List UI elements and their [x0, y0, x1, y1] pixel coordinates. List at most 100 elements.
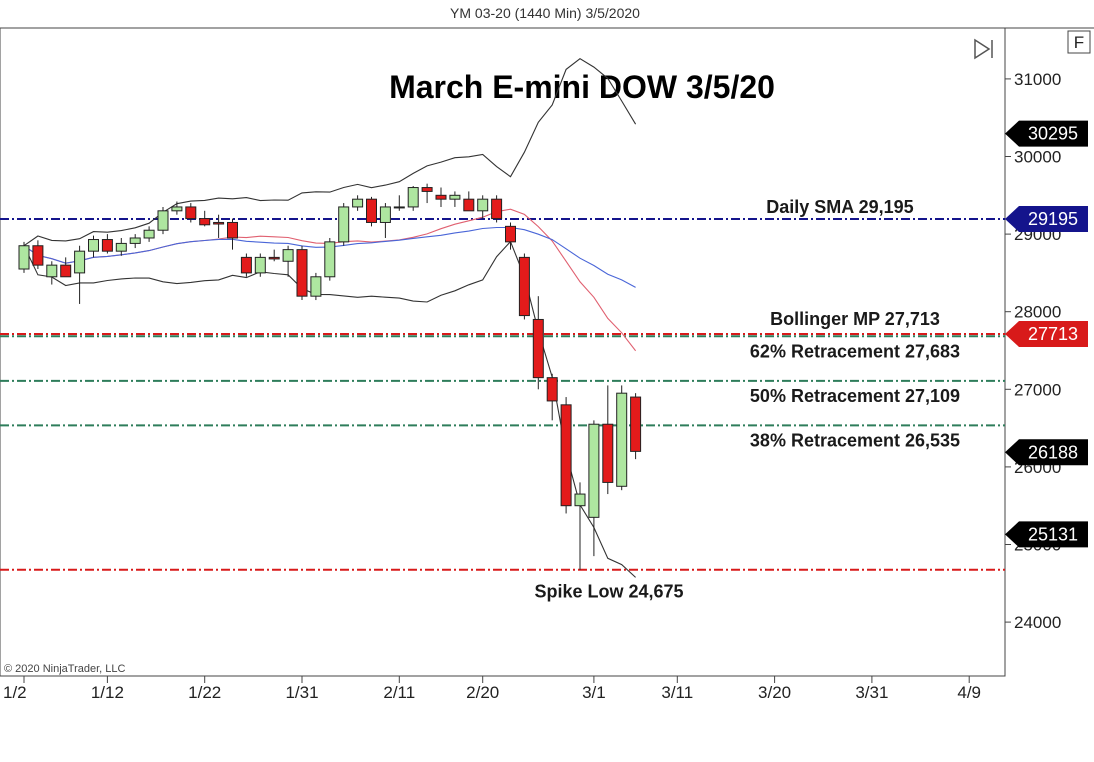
level-annotations: Daily SMA 29,195 Bollinger MP 27,713 62% R…	[534, 197, 960, 602]
x-tick-label: 1/22	[188, 683, 221, 702]
candle-body-up	[574, 493, 586, 507]
candle-2020-03-05[interactable]	[616, 385, 628, 491]
badge-label: 30295	[1028, 124, 1078, 144]
candle-2020-01-27[interactable]	[240, 253, 252, 277]
candle-2020-01-06[interactable]	[46, 261, 58, 285]
candle-body-up	[143, 229, 155, 239]
candle-2020-01-14[interactable]	[129, 234, 141, 249]
candle-body-down	[185, 206, 197, 220]
candle-2020-03-03[interactable]	[588, 420, 600, 557]
level-label-0: Daily SMA 29,195	[766, 197, 913, 217]
candle-2020-02-03[interactable]	[310, 272, 322, 301]
candle-body-down	[532, 318, 544, 379]
candle-body-up	[477, 198, 489, 212]
candle-2020-01-23[interactable]	[213, 214, 225, 238]
candle-2020-01-07[interactable]	[60, 257, 72, 278]
candle-2020-02-11[interactable]	[393, 195, 405, 211]
level-badge-0: 29195	[1005, 205, 1088, 232]
f-button-label: F	[1074, 33, 1084, 52]
candle-2020-02-28[interactable]	[560, 397, 572, 514]
candle-2020-02-13[interactable]	[421, 183, 433, 204]
candle-body-down	[491, 198, 503, 220]
candle-2020-02-19[interactable]	[463, 191, 475, 212]
candle-body-down	[60, 264, 72, 278]
candle-2020-02-21[interactable]	[491, 195, 503, 223]
candle-2020-02-10[interactable]	[379, 203, 391, 238]
candle-body-up	[88, 239, 99, 252]
f-button[interactable]: F	[1067, 30, 1091, 54]
price-badges: 29195 27713 30295 26188 25131	[1005, 120, 1088, 548]
candle-2020-01-29[interactable]	[268, 249, 280, 262]
bollinger-lower-band	[23, 240, 636, 578]
candle-2020-01-21[interactable]	[185, 203, 197, 223]
candle-2020-03-06[interactable]	[630, 393, 642, 460]
y-tick-label: 31000	[1014, 70, 1061, 89]
candle-2020-01-08[interactable]	[74, 245, 86, 304]
badge-shape	[1005, 205, 1088, 232]
candle-2020-02-07[interactable]	[366, 196, 377, 227]
candle-2020-03-02[interactable]	[574, 482, 586, 570]
candle-body-down	[518, 256, 530, 317]
candle-2020-02-04[interactable]	[324, 237, 336, 281]
copyright-notice: © 2020 NinjaTrader, LLC	[4, 663, 125, 675]
price-badge-2: 25131	[1005, 521, 1088, 548]
badge-shape	[1005, 120, 1088, 147]
candle-body-up	[324, 241, 336, 278]
candle-2020-01-22[interactable]	[199, 210, 211, 227]
candle-body-down	[560, 404, 572, 507]
candle-2020-01-30[interactable]	[282, 245, 294, 277]
badge-label: 25131	[1028, 524, 1078, 544]
candle-2020-01-02[interactable]	[18, 241, 30, 273]
candle-2020-01-17[interactable]	[171, 201, 183, 215]
bollinger-upper-band	[23, 58, 637, 247]
candle-body-down	[630, 396, 642, 452]
candle-body-up	[46, 264, 58, 278]
candle-body-down	[546, 377, 558, 402]
candle-2020-02-06[interactable]	[352, 195, 364, 211]
candle-2020-01-16[interactable]	[157, 206, 169, 235]
candle-2020-01-31[interactable]	[296, 245, 308, 301]
candle-2020-01-03[interactable]	[32, 240, 44, 270]
candle-2020-01-09[interactable]	[88, 235, 99, 258]
x-tick-label: 1/2	[3, 683, 27, 702]
price-badge-1: 26188	[1005, 439, 1088, 466]
candle-2020-01-10[interactable]	[101, 234, 113, 254]
badge-shape	[1005, 521, 1088, 548]
candle-body-down	[463, 198, 475, 212]
y-tick-label: 24000	[1014, 613, 1061, 632]
x-tick-label: 2/20	[466, 683, 499, 702]
candle-2020-02-27[interactable]	[546, 373, 558, 421]
badge-label: 26188	[1028, 442, 1078, 462]
skip-to-end-icon[interactable]	[974, 38, 993, 60]
candle-2020-01-28[interactable]	[254, 253, 266, 277]
candle-body-up	[352, 198, 364, 208]
candle-2020-03-04[interactable]	[602, 385, 614, 495]
candle-2020-02-18[interactable]	[449, 191, 461, 207]
x-tick-label: 1/31	[285, 683, 318, 702]
candle-body-down	[366, 198, 377, 223]
candle-2020-01-24[interactable]	[227, 218, 238, 250]
candle-2020-01-15[interactable]	[143, 226, 155, 242]
candle-2020-02-24[interactable]	[505, 222, 516, 250]
candle-body-down	[296, 249, 308, 297]
candle-2020-02-20[interactable]	[477, 195, 489, 219]
y-tick-label: 30000	[1014, 148, 1061, 167]
level-label-4: 38% Retracement 26,535	[750, 430, 960, 450]
y-axis: 3100030000290002800027000260002500024000	[1005, 70, 1061, 632]
candle-2020-02-14[interactable]	[435, 187, 447, 207]
candle-2020-02-25[interactable]	[518, 253, 530, 320]
candle-2020-02-05[interactable]	[338, 203, 350, 246]
candle-body-down	[240, 256, 252, 274]
x-tick-label: 3/11	[661, 683, 693, 702]
candle-2020-02-12[interactable]	[407, 185, 419, 211]
candle-2020-01-13[interactable]	[115, 237, 127, 256]
candle-body-up	[157, 210, 169, 231]
candle-body-up	[393, 206, 405, 209]
plot-frame	[0, 27, 1006, 677]
candle-2020-02-26[interactable]	[532, 296, 544, 390]
candlesticks[interactable]	[18, 183, 642, 570]
badge-label: 29195	[1028, 209, 1078, 229]
candle-body-down	[213, 221, 225, 225]
